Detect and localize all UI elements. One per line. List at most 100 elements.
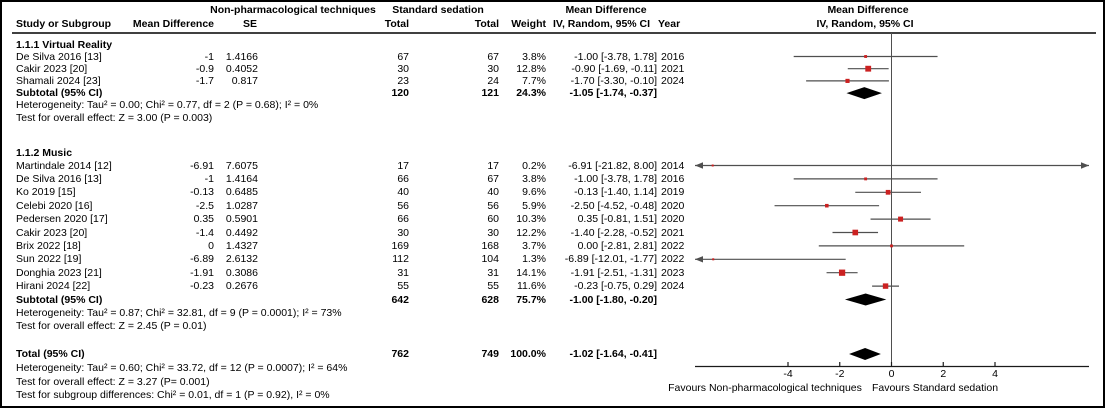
- md-value: -0.9: [195, 62, 214, 75]
- treatment-total: 642: [391, 293, 409, 306]
- ci-text: -2.50 [-4.52, -0.48]: [570, 199, 657, 212]
- treatment-total: 67: [397, 50, 409, 63]
- col-header-md-plot: Mean Difference: [827, 4, 909, 16]
- study-label: De Silva 2016 [13]: [16, 50, 102, 63]
- control-total: 30: [487, 226, 499, 239]
- subgroup-title: 1.1.2 Music: [16, 147, 73, 159]
- weight-value: 75.7%: [516, 293, 546, 306]
- treatment-total: 66: [397, 172, 409, 185]
- md-value: -6.89: [190, 253, 214, 266]
- favours-right-label: Favours Standard sedation: [871, 382, 999, 394]
- study-label: Celebi 2020 [16]: [16, 199, 93, 212]
- md-value: 0: [208, 239, 214, 252]
- ci-text: -0.23 [-0.75, 0.29]: [574, 280, 657, 293]
- se-value: 0.817: [231, 74, 258, 87]
- study-label: Total (95% CI): [16, 348, 85, 360]
- effect-marker: [898, 216, 904, 222]
- effect-marker: [890, 244, 893, 248]
- study-label: Hirani 2024 [22]: [16, 280, 91, 293]
- weight-value: 24.3%: [516, 87, 546, 100]
- treatment-total: 40: [397, 186, 409, 199]
- se-value: 1.4164: [225, 172, 258, 185]
- weight-value: 11.6%: [517, 280, 546, 293]
- col-header-group-control: Standard sedation: [392, 4, 484, 16]
- treatment-total: 30: [397, 226, 409, 239]
- effect-marker: [864, 177, 868, 181]
- effect-marker: [885, 189, 891, 195]
- treatment-total: 169: [391, 239, 409, 252]
- study-label: Ko 2019 [15]: [16, 186, 76, 199]
- col-header-total-treatment: Total: [384, 17, 409, 30]
- weight-value: 3.8%: [522, 172, 546, 185]
- year-value: 2024: [661, 280, 685, 293]
- control-total: 31: [487, 266, 499, 279]
- left-arrow-head: [695, 256, 703, 263]
- study-label: Subtotal (95% CI): [16, 293, 103, 306]
- control-total: 104: [481, 253, 499, 266]
- study-label: Pedersen 2020 [17]: [16, 213, 108, 226]
- study-label: Donghia 2023 [21]: [16, 266, 102, 279]
- ci-text: -1.70 [-3.30, -0.10]: [570, 74, 657, 87]
- axis-tick-label: 0: [888, 368, 895, 380]
- control-total: 30: [487, 62, 499, 75]
- axis-tick-label: 2: [940, 368, 947, 380]
- md-value: -1: [204, 50, 214, 63]
- weight-value: 100.0%: [510, 348, 546, 360]
- md-value: 0.35: [193, 213, 214, 226]
- total-diamond: [849, 348, 881, 360]
- md-value: -1.4: [195, 226, 214, 239]
- year-value: 2024: [661, 74, 685, 87]
- ci-text: 0.00 [-2.81, 2.81]: [577, 239, 657, 252]
- col-header-mean-difference: Mean Difference: [132, 17, 214, 30]
- weight-value: 3.8%: [522, 50, 546, 63]
- year-value: 2014: [661, 159, 685, 172]
- year-value: 2021: [661, 226, 685, 239]
- effect-marker: [711, 164, 714, 167]
- ci-text: -6.89 [-12.01, -1.77]: [564, 253, 657, 266]
- subtotal-diamond: [846, 87, 882, 100]
- col-header-total-control: Total: [474, 17, 499, 30]
- ci-text: -1.00 [-1.80, -0.20]: [569, 293, 657, 306]
- right-arrow-head: [1081, 162, 1089, 169]
- effect-marker: [845, 78, 850, 83]
- ci-text: -1.00 [-3.78, 1.78]: [574, 50, 657, 63]
- weight-value: 0.2%: [522, 159, 546, 172]
- axis-tick-label: -2: [835, 368, 845, 380]
- control-total: 121: [481, 87, 499, 100]
- md-value: -1.91: [190, 266, 214, 279]
- se-value: 0.4052: [225, 62, 258, 75]
- effect-marker: [838, 269, 846, 276]
- weight-value: 14.1%: [516, 266, 546, 279]
- col-header-md-text: Mean Difference: [565, 4, 647, 16]
- se-value: 1.4327: [225, 239, 258, 252]
- control-total: 55: [487, 280, 499, 293]
- col-header-ci-plot: IV, Random, 95% CI: [816, 17, 914, 30]
- ci-text: -1.05 [-1.74, -0.37]: [569, 87, 657, 100]
- subtotal-diamond: [844, 293, 887, 306]
- weight-value: 5.9%: [522, 199, 546, 212]
- study-label: Subtotal (95% CI): [16, 87, 103, 100]
- overall-effect-text: Test for overall effect: Z = 2.45 (P = 0…: [16, 320, 207, 333]
- study-label: Brix 2022 [18]: [16, 239, 81, 252]
- study-label: De Silva 2016 [13]: [16, 172, 102, 185]
- effect-marker: [864, 55, 868, 58]
- subgroup-difference-text: Test for subgroup differences: Chi² = 0.…: [16, 389, 330, 401]
- weight-value: 3.7%: [522, 239, 546, 252]
- study-label: Cakir 2023 [20]: [16, 226, 88, 239]
- year-value: 2016: [661, 50, 685, 63]
- ci-text: -1.00 [-3.78, 1.78]: [574, 172, 657, 185]
- col-header-group-treatment: Non-pharmacological techniques: [210, 4, 376, 16]
- axis-tick-label: -4: [783, 368, 793, 380]
- effect-marker: [852, 229, 859, 236]
- se-value: 0.6485: [225, 186, 258, 199]
- weight-value: 10.3%: [516, 213, 546, 226]
- ci-text: -0.90 [-1.69, -0.11]: [571, 62, 657, 75]
- weight-value: 12.8%: [516, 62, 546, 75]
- se-value: 2.6132: [225, 253, 258, 266]
- control-total: 67: [487, 172, 499, 185]
- ci-text: 0.35 [-0.81, 1.51]: [577, 213, 657, 226]
- se-value: 0.2676: [225, 280, 258, 293]
- se-value: 1.0287: [225, 199, 258, 212]
